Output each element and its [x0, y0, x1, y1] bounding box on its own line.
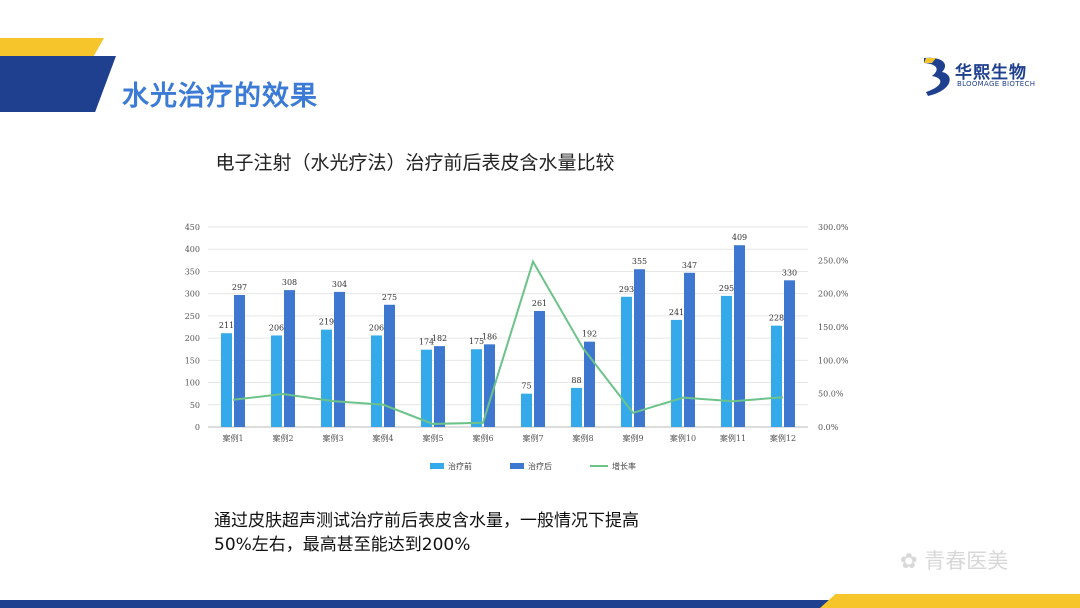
bloomage-logo-icon [924, 57, 950, 96]
value-label-after: 409 [732, 233, 747, 242]
right-tick-label: 0.0% [818, 423, 839, 432]
value-label-after: 275 [382, 293, 397, 302]
left-tick-label: 150 [185, 356, 200, 365]
page-title: 水光治疗的效果 [122, 81, 318, 112]
header-accent-blue [0, 56, 116, 112]
value-label-before: 219 [319, 318, 334, 327]
category-label: 案例10 [670, 433, 696, 443]
bar-after [434, 346, 445, 427]
legend-swatch [430, 463, 444, 469]
right-tick-label: 250.0% [818, 256, 849, 265]
watermark-text: 青春医美 [924, 549, 1009, 573]
value-label-after: 186 [482, 332, 497, 341]
bar-before [421, 349, 432, 427]
bar-after [484, 344, 495, 427]
value-label-before: 228 [769, 314, 784, 323]
bar-before [621, 296, 632, 427]
bar-after [284, 290, 295, 427]
caption-line-2: 50%左右，最高甚至能达到200% [214, 535, 471, 555]
bar-before [571, 387, 582, 427]
category-label: 案例4 [372, 433, 393, 443]
value-label-before: 293 [619, 285, 634, 294]
logo-name-cn: 华熙生物 [955, 63, 1027, 83]
category-label: 案例12 [770, 433, 796, 443]
value-label-after: 308 [282, 278, 297, 287]
chart-title: 电子注射（水光疗法）治疗前后表皮含水量比较 [215, 152, 615, 174]
bar-before [771, 325, 782, 427]
value-label-before: 206 [269, 323, 284, 332]
footer-accent-yellow [820, 594, 1080, 608]
slide-caption: 通过皮肤超声测试治疗前后表皮含水量，一般情况下提高 50%左右，最高甚至能达到2… [214, 509, 639, 557]
legend-swatch [510, 463, 524, 469]
right-tick-label: 300.0% [818, 223, 849, 232]
bar-after [784, 280, 795, 427]
bar-after [734, 245, 745, 427]
logo-name-en: BLOOMAGE BIOTECH [957, 80, 1036, 88]
caption-line-1: 通过皮肤超声测试治疗前后表皮含水量，一般情况下提高 [214, 511, 639, 531]
left-tick-label: 200 [185, 334, 200, 343]
bar-after [584, 341, 595, 427]
left-tick-label: 250 [185, 312, 200, 321]
category-label: 案例7 [522, 433, 543, 443]
header-accent-yellow [0, 38, 104, 60]
value-label-after: 330 [782, 268, 797, 277]
left-tick-label: 100 [185, 379, 200, 388]
watermark: ✿ 青春医美 [900, 545, 1008, 575]
bar-before [671, 319, 682, 427]
left-tick-label: 50 [190, 401, 200, 410]
bar-before [721, 295, 732, 427]
bar-after [534, 311, 545, 427]
bar-before [271, 335, 282, 427]
category-label: 案例3 [322, 433, 343, 443]
bar-before [521, 393, 532, 427]
bar-before [371, 335, 382, 427]
bar-before [321, 329, 332, 427]
value-label-before: 241 [669, 308, 684, 317]
right-tick-label: 150.0% [818, 323, 849, 332]
bar-before [471, 349, 482, 427]
value-label-after: 261 [532, 299, 547, 308]
right-tick-label: 100.0% [818, 356, 849, 365]
category-label: 案例5 [422, 433, 443, 443]
value-label-before: 211 [219, 321, 234, 330]
legend-label: 治疗前 [448, 461, 472, 471]
left-tick-label: 350 [185, 267, 200, 276]
category-label: 案例6 [472, 433, 493, 443]
bar-after [384, 304, 395, 427]
bar-after [634, 269, 645, 427]
bar-after [234, 295, 245, 427]
bar-after [684, 272, 695, 427]
left-tick-label: 0 [195, 423, 200, 432]
value-label-after: 182 [432, 334, 447, 343]
value-label-after: 304 [332, 280, 347, 289]
legend-label: 治疗后 [528, 461, 552, 471]
category-label: 案例11 [720, 433, 746, 443]
left-tick-label: 300 [185, 290, 200, 299]
category-label: 案例9 [622, 433, 643, 443]
growth-rate-line [232, 259, 784, 425]
footer-bar [0, 600, 1080, 608]
category-label: 案例2 [272, 433, 293, 443]
value-label-after: 192 [582, 330, 597, 339]
bar-before [221, 333, 232, 427]
left-tick-label: 450 [185, 223, 200, 232]
value-label-before: 206 [369, 323, 384, 332]
category-label: 案例1 [222, 433, 243, 443]
bar-after [334, 291, 345, 427]
value-label-before: 295 [719, 284, 734, 293]
value-label-before: 175 [469, 337, 484, 346]
category-label: 案例8 [572, 433, 593, 443]
right-tick-label: 200.0% [818, 290, 849, 299]
value-label-after: 355 [632, 257, 647, 266]
value-label-before: 174 [419, 338, 434, 347]
legend-label: 增长率 [612, 461, 636, 471]
right-tick-label: 50.0% [818, 390, 844, 399]
wechat-icon: ✿ [900, 549, 918, 573]
value-label-before: 75 [521, 382, 531, 391]
left-tick-label: 400 [185, 245, 200, 254]
value-label-after: 347 [682, 261, 697, 270]
value-label-before: 88 [571, 376, 581, 385]
value-label-after: 297 [232, 283, 247, 292]
